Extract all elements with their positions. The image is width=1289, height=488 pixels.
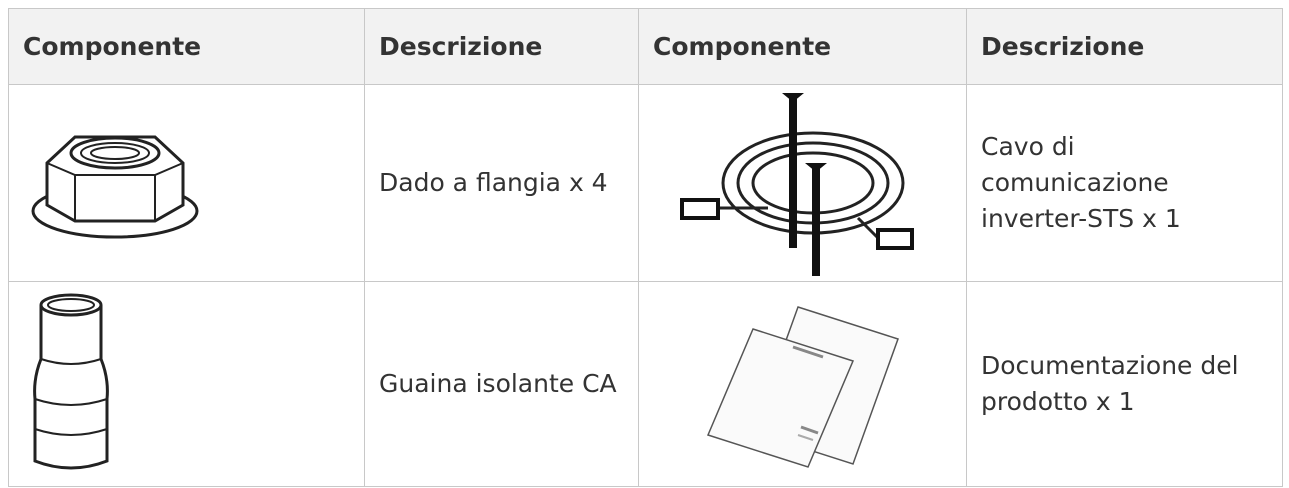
description-cell: Cavo di comunicazione inverter-STS x 1 xyxy=(966,84,1283,282)
header-cell: Componente xyxy=(8,8,365,85)
components-table: Componente Descrizione Componente Descri… xyxy=(8,8,1283,487)
cable-icon xyxy=(679,93,914,276)
header-cell: Componente xyxy=(638,8,967,85)
image-cell xyxy=(638,84,967,282)
header-row: Componente Descrizione Componente Descri… xyxy=(8,8,1283,85)
flange-nut-icon xyxy=(31,135,199,239)
image-cell xyxy=(638,281,967,487)
row: Guaina isolante CA Documentazione del pr… xyxy=(8,281,1283,487)
image-cell xyxy=(8,281,365,487)
header-cell: Descrizione xyxy=(966,8,1283,85)
header-cell: Descrizione xyxy=(364,8,639,85)
row: Dado a flangia x 4 Cavo di comunicazione… xyxy=(8,84,1283,282)
description-cell: Guaina isolante CA xyxy=(364,281,639,487)
description-cell: Documentazione del prodotto x 1 xyxy=(966,281,1283,487)
documents-icon xyxy=(706,306,899,468)
description-cell: Dado a flangia x 4 xyxy=(364,84,639,282)
insulating-sleeve-icon xyxy=(33,293,109,470)
image-cell xyxy=(8,84,365,282)
